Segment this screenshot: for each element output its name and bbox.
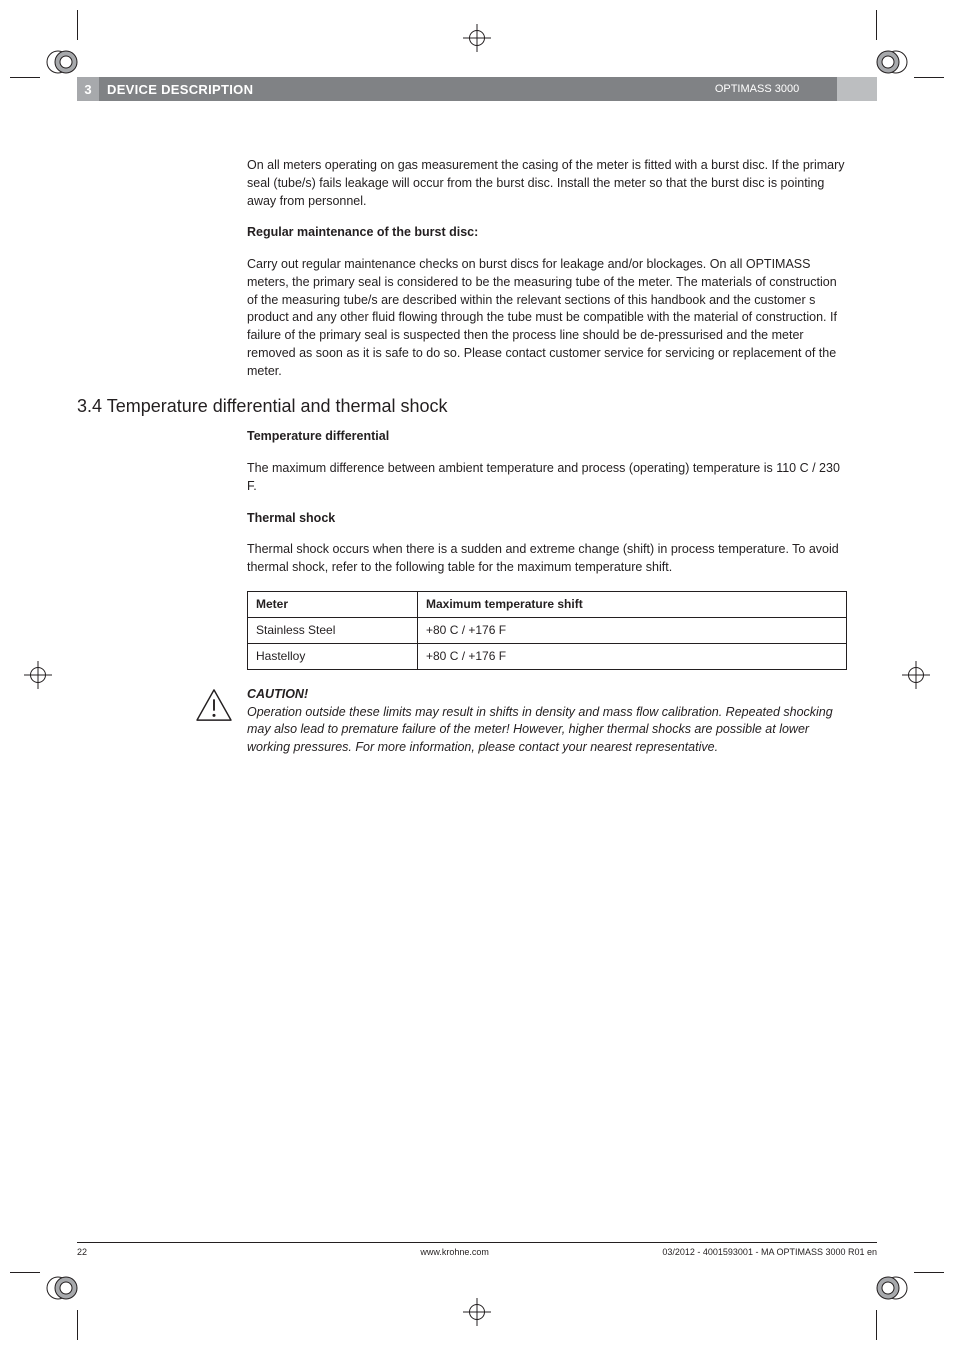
section-number: 3 <box>77 77 99 101</box>
collation-mark-icon <box>42 1268 82 1308</box>
subheading-tempdiff: Temperature differential <box>247 428 847 446</box>
section-3-4-heading: 3.4 Temperature differential and thermal… <box>77 394 448 420</box>
collation-mark-icon <box>42 42 82 82</box>
model-label: OPTIMASS 3000 <box>677 77 837 101</box>
registration-mark-icon <box>463 1298 491 1326</box>
table-row: Stainless Steel +80 C / +176 F <box>248 617 847 643</box>
caution-block: CAUTION! Operation outside these limits … <box>247 686 847 757</box>
table-row: Hastelloy +80 C / +176 F <box>248 643 847 669</box>
table-header: Maximum temperature shift <box>418 591 847 617</box>
registration-mark-icon <box>24 661 52 689</box>
caution-title: CAUTION! <box>247 686 847 704</box>
table-cell: Hastelloy <box>248 643 418 669</box>
paragraph: On all meters operating on gas measureme… <box>247 157 847 210</box>
subheading-maintenance: Regular maintenance of the burst disc: <box>247 224 847 242</box>
temperature-shift-table: Meter Maximum temperature shift Stainles… <box>247 591 847 670</box>
body-text: On all meters operating on gas measureme… <box>77 101 877 757</box>
table-header: Meter <box>248 591 418 617</box>
table-cell: +80 C / +176 F <box>418 617 847 643</box>
paragraph: Thermal shock occurs when there is a sud… <box>247 541 847 577</box>
page-footer: 22 www.krohne.com 03/2012 - 4001593001 -… <box>77 1242 877 1257</box>
table-cell: +80 C / +176 F <box>418 643 847 669</box>
collation-mark-icon <box>872 1268 912 1308</box>
footer-site: www.krohne.com <box>247 1247 662 1257</box>
section-title: DEVICE DESCRIPTION <box>99 77 677 101</box>
page-content: 3 DEVICE DESCRIPTION OPTIMASS 3000 On al… <box>77 77 877 1273</box>
caution-text: Operation outside these limits may resul… <box>247 704 847 757</box>
paragraph: The maximum difference between ambient t… <box>247 460 847 496</box>
collation-mark-icon <box>872 42 912 82</box>
table-cell: Stainless Steel <box>248 617 418 643</box>
footer-doc-id: 03/2012 - 4001593001 - MA OPTIMASS 3000 … <box>662 1247 877 1257</box>
section-header: 3 DEVICE DESCRIPTION OPTIMASS 3000 <box>77 77 877 101</box>
caution-icon <box>195 688 233 722</box>
header-tail <box>837 77 877 101</box>
registration-mark-icon <box>902 661 930 689</box>
paragraph: Carry out regular maintenance checks on … <box>247 256 847 380</box>
page-number: 22 <box>77 1247 247 1257</box>
subheading-thermalshock: Thermal shock <box>247 510 847 528</box>
registration-mark-icon <box>463 24 491 52</box>
